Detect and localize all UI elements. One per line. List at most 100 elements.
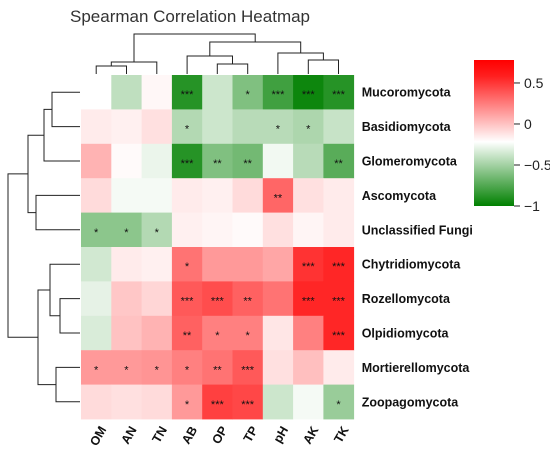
heatmap-cell (232, 178, 264, 213)
heatmap-cell (262, 350, 294, 385)
heatmap-cell (323, 75, 355, 110)
heatmap-cell (293, 178, 324, 213)
dendrogram-branch (49, 263, 80, 317)
heatmap-cell (232, 247, 264, 282)
row-labels: Mucoromycota Basidiomycota Glomeromycota As… (362, 86, 473, 410)
dendrogram-branch (277, 52, 324, 74)
heatmap-cell (111, 247, 142, 282)
heatmap-cell (81, 315, 112, 351)
heatmap-cell (171, 350, 203, 385)
significance-mark: ** (334, 158, 343, 170)
heatmap-cell (202, 143, 233, 179)
heatmap-cell (262, 212, 294, 248)
heatmap-cell (141, 350, 173, 385)
heatmap-cell (171, 384, 203, 420)
heatmap-cell (171, 247, 203, 282)
heatmap-cell (81, 143, 112, 179)
heatmap-cell (81, 247, 112, 282)
heatmap-cell (202, 109, 233, 145)
significance-mark: *** (332, 261, 346, 273)
dendrogram-branch (35, 194, 80, 231)
heatmap-cell (232, 109, 264, 145)
row-label: Ascomycota (362, 189, 437, 203)
heatmap-cell (293, 315, 324, 351)
dendrogram-branch (95, 65, 127, 74)
heatmap-cell (111, 109, 142, 145)
heatmap-cell (81, 350, 112, 385)
heatmap-cell (232, 281, 264, 317)
heatmap-cell (293, 350, 324, 385)
dendrogram-branch (133, 33, 256, 62)
heatmap-cell (202, 384, 233, 420)
column-label: pH (271, 424, 291, 445)
significance-mark: * (94, 364, 99, 376)
significance-mark: * (336, 399, 341, 411)
heatmap-cell (111, 384, 142, 420)
heatmap-cell (202, 315, 233, 351)
significance-mark: * (215, 330, 220, 342)
significance-mark: * (276, 124, 281, 136)
dendrogram-branch (37, 289, 56, 386)
heatmap-cell (202, 350, 233, 385)
row-label: Zoopagomycota (362, 395, 460, 409)
heatmap-cell (171, 109, 203, 145)
heatmap-cell (293, 247, 324, 282)
row-dendrogram (7, 91, 80, 403)
significance-mark: * (185, 399, 190, 411)
column-label: TN (150, 424, 170, 445)
dendrogram-branch (307, 59, 339, 74)
heatmap-cell (141, 75, 173, 110)
colorbar-tick-label: 0 (524, 116, 532, 132)
significance-mark: ** (243, 296, 252, 308)
heatmap-cell (262, 384, 294, 420)
column-dendrogram (95, 33, 339, 74)
heatmap-cell (81, 75, 112, 110)
heatmap-cell (141, 212, 173, 248)
dendrogram-branch (110, 61, 158, 74)
heatmap-cell (171, 178, 203, 213)
heatmap-cell (141, 384, 173, 420)
significance-mark: *** (332, 296, 346, 308)
row-label: Mucoromycota (362, 86, 452, 100)
significance-mark: *** (211, 296, 225, 308)
significance-mark: *** (211, 399, 225, 411)
significance-mark: *** (181, 158, 195, 170)
dendrogram-branch (216, 63, 249, 74)
heatmap-cell (293, 281, 324, 317)
heatmap-cell (171, 315, 203, 351)
significance-mark: * (246, 89, 251, 101)
heatmap-cell (323, 281, 355, 317)
heatmap-cell (323, 315, 355, 351)
heatmap-cell (141, 143, 173, 179)
heatmap-cell (111, 315, 142, 351)
heatmap-cell (262, 143, 294, 179)
column-label: AB (179, 424, 200, 447)
column-label: TK (331, 424, 351, 445)
significance-mark: * (306, 124, 311, 136)
heatmap-cell (81, 178, 112, 213)
heatmap-cell (262, 109, 294, 145)
heatmap-cell (202, 247, 233, 282)
significance-mark: *** (302, 296, 316, 308)
dendrogram-branch (51, 91, 80, 128)
heatmap-cell (141, 281, 173, 317)
color-legend: 0.5 0 −0.5 −1 (474, 60, 550, 214)
significance-mark: * (246, 330, 251, 342)
heatmap-cell (202, 75, 233, 110)
heatmap-cell (202, 212, 233, 248)
chart-title: Spearman Correlation Heatmap (70, 7, 310, 26)
significance-mark: ** (243, 158, 252, 170)
significance-mark: * (185, 124, 190, 136)
heatmap-cell (141, 178, 173, 213)
heatmap-cell (262, 315, 294, 351)
significance-mark: * (185, 261, 190, 273)
heatmap-cell (323, 212, 355, 248)
heatmap-cell (171, 75, 203, 110)
heatmap-cell (111, 178, 142, 213)
heatmap-cell (293, 143, 324, 179)
colorbar-tick-label: −0.5 (524, 157, 550, 173)
heatmap-cell (111, 281, 142, 317)
colorbar-gradient (474, 60, 514, 206)
significance-mark: *** (302, 89, 316, 101)
heatmap-cell (81, 212, 112, 248)
